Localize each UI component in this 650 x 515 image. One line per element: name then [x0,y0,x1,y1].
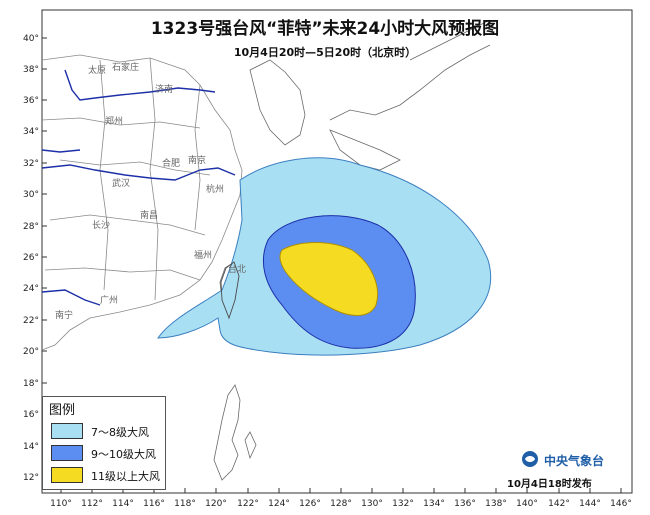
svg-text:112°: 112° [81,499,103,509]
city-nanjing: 南京 [188,154,206,166]
svg-text:126°: 126° [299,499,321,509]
city-changsha: 长沙 [92,219,110,231]
legend-item-7-8: 7～8级大风 [51,423,163,441]
lat-tick-labels: 12° 14° 16° 18° 20° 22° 24° 26° 28° 30° … [23,34,39,483]
svg-text:40°: 40° [23,34,39,44]
city-hefei: 合肥 [162,157,180,169]
legend-swatch-11-plus [51,467,83,483]
svg-text:110°: 110° [50,499,72,509]
city-nanning: 南宁 [55,309,73,321]
taiwan-outline [220,261,240,320]
svg-text:22°: 22° [23,316,39,326]
svg-text:16°: 16° [23,410,39,420]
svg-text:28°: 28° [23,222,39,232]
city-jinan: 济南 [155,83,173,95]
svg-text:118°: 118° [174,499,196,509]
svg-text:132°: 132° [392,499,414,509]
svg-text:138°: 138° [485,499,507,509]
brand-name: 中央气象台 [544,454,605,468]
city-taiyuan: 太原 [88,64,106,76]
legend-item-11-plus: 11级以上大风 [51,467,163,485]
svg-text:36°: 36° [23,96,39,106]
svg-text:134°: 134° [423,499,445,509]
svg-text:24°: 24° [23,284,39,294]
svg-text:20°: 20° [23,347,39,357]
map-title: 1323号强台风“菲特”未来24小时大风预报图 [150,19,500,39]
svg-text:122°: 122° [237,499,259,509]
nmc-logo-icon [522,451,538,467]
svg-text:130°: 130° [361,499,383,509]
svg-text:146°: 146° [610,499,632,509]
legend-item-9-10: 9～10级大风 [51,445,163,463]
svg-text:144°: 144° [579,499,601,509]
svg-text:124°: 124° [268,499,290,509]
svg-text:38°: 38° [23,65,39,75]
issued-time: 10月4日18时发布 [507,479,592,490]
wind-zone-11-plus [279,242,378,316]
city-fuzhou: 福州 [194,249,212,261]
svg-text:26°: 26° [23,253,39,263]
city-taipei: 台北 [228,263,246,275]
map-subtitle: 10月4日20时—5日20时（北京时） [233,46,417,59]
legend-label-7-8: 7～8级大风 [91,426,149,439]
legend-swatch-9-10 [51,445,83,461]
svg-text:32°: 32° [23,159,39,169]
svg-text:12°: 12° [23,473,39,483]
lon-tick-labels: 110° 112° 114° 116° 118° 120° 122° 124° … [50,499,632,509]
legend-label-11-plus: 11级以上大风 [91,470,160,483]
svg-text:140°: 140° [516,499,538,509]
legend-swatch-7-8 [51,423,83,439]
city-shijiazhuang: 石家庄 [112,61,139,73]
svg-text:116°: 116° [143,499,165,509]
svg-text:142°: 142° [548,499,570,509]
coastlines [213,19,491,481]
city-wuhan: 武汉 [112,177,130,189]
legend-label-9-10: 9～10级大风 [91,448,156,461]
rivers [41,69,236,306]
city-guangzhou: 广州 [100,294,118,306]
china-mainland [41,54,243,351]
svg-text:18°: 18° [23,379,39,389]
svg-text:34°: 34° [23,127,39,137]
legend: 图例 7～8级大风 9～10级大风 11级以上大风 [42,396,166,490]
svg-text:114°: 114° [112,499,134,509]
legend-title: 图例 [49,403,76,418]
svg-text:128°: 128° [330,499,352,509]
svg-text:14°: 14° [23,442,39,452]
svg-text:120°: 120° [205,499,227,509]
city-nanchang: 南昌 [140,209,158,221]
city-hangzhou: 杭州 [206,183,224,195]
svg-text:30°: 30° [23,190,39,200]
city-labels: 太原 石家庄 济南 郑州 合肥 南京 武汉 杭州 南昌 长沙 福州 台北 广州 … [55,61,246,321]
city-zhengzhou: 郑州 [105,115,123,127]
svg-text:136°: 136° [454,499,476,509]
